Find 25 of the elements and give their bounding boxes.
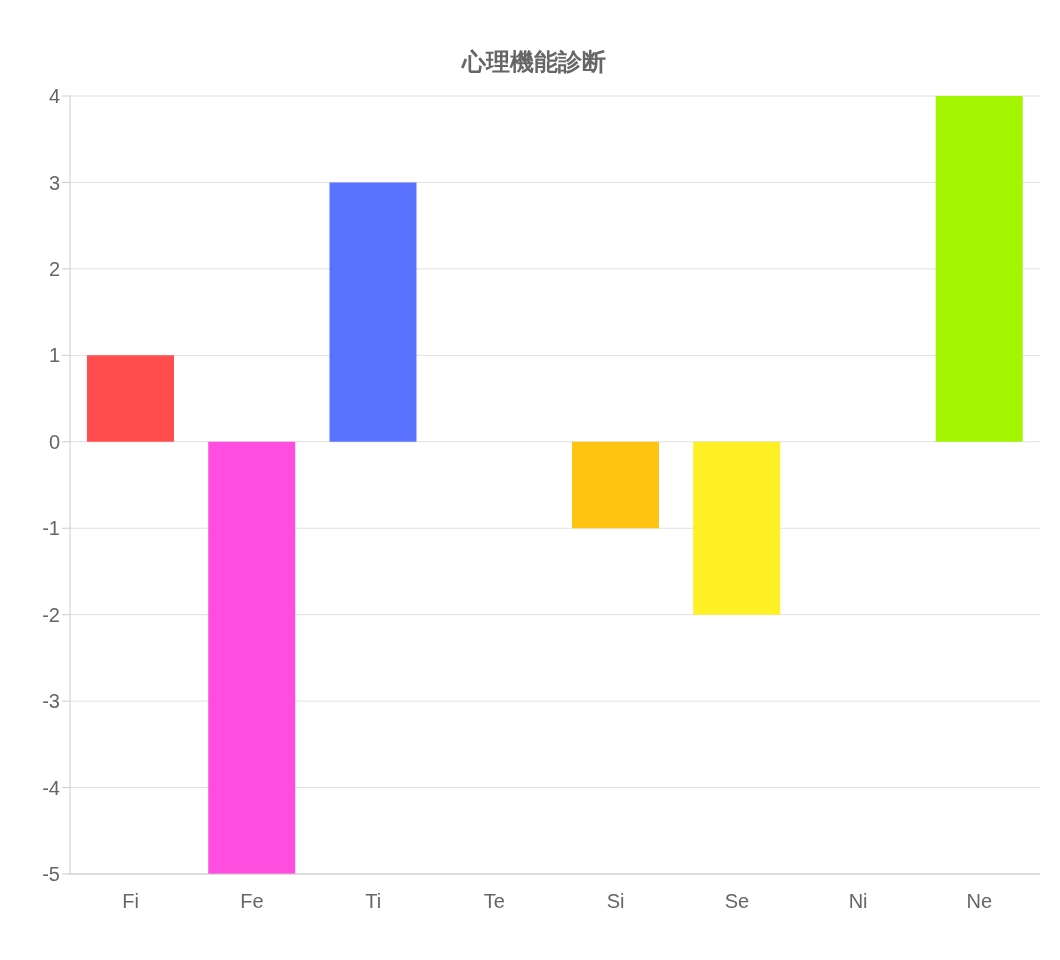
bar <box>329 182 417 442</box>
y-tick-label: -3 <box>42 690 60 713</box>
x-tick-label: Fi <box>122 890 139 913</box>
y-tick-label: 2 <box>48 257 60 280</box>
x-tick-label: Fe <box>240 890 264 913</box>
y-tick-label: -2 <box>42 603 60 626</box>
bar <box>86 355 174 442</box>
y-tick-label: 4 <box>48 85 60 108</box>
bar <box>935 96 1023 442</box>
y-tick-label: 3 <box>48 171 60 194</box>
y-tick-label: -1 <box>42 517 60 540</box>
x-tick-label: Se <box>724 890 750 913</box>
x-tick-label: Ti <box>365 890 382 913</box>
bar <box>208 441 296 874</box>
x-tick-label: Te <box>483 890 505 913</box>
y-tick-label: -4 <box>42 776 60 799</box>
chart-title: 心理機能診断 <box>460 47 607 77</box>
bar <box>693 441 781 615</box>
y-tick-label: -5 <box>42 863 60 886</box>
x-tick-label: Ni <box>848 890 868 913</box>
x-tick-label: Ne <box>966 890 993 913</box>
x-tick-label: Si <box>606 890 625 913</box>
y-tick-label: 0 <box>48 430 60 453</box>
bar <box>571 441 659 529</box>
y-tick-label: 1 <box>48 344 60 367</box>
